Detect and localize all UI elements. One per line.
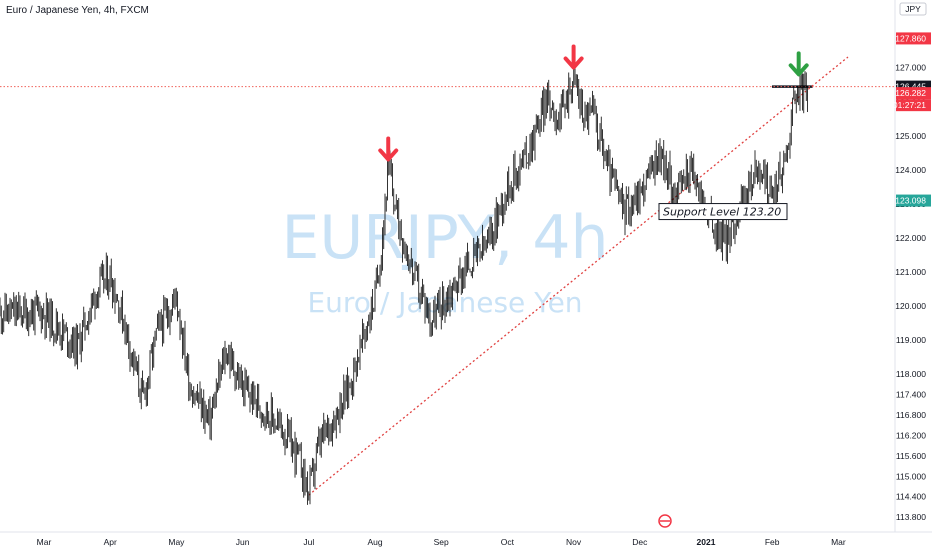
time-tick-label: Aug <box>367 537 382 547</box>
time-tick-label: 2021 <box>697 537 716 547</box>
price-tick-label: 117.400 <box>896 390 926 400</box>
chart-lines <box>0 56 895 496</box>
countdown-price-badge: 01:27:21 <box>893 99 931 112</box>
time-tick-label: Sep <box>434 537 449 547</box>
time-tick-label: Jun <box>236 537 250 547</box>
support-trendline[interactable] <box>308 56 849 496</box>
time-tick-label: Jul <box>303 537 314 547</box>
price-tick-labels: 127.000126.000125.000124.000123.000122.0… <box>895 63 926 522</box>
watermark-symbol: EURJPY, 4h <box>281 203 608 273</box>
time-tick-label: May <box>168 537 185 547</box>
price-badge-label: 126.282 <box>895 88 926 98</box>
price-tick-label: 114.400 <box>896 492 926 502</box>
price-tick-label: 121.000 <box>895 267 926 277</box>
price-tick-label: 113.800 <box>896 512 926 522</box>
time-tick-label: Dec <box>632 537 648 547</box>
price-tick-label: 127.000 <box>895 63 926 73</box>
annotation-text: Support Level 123.20 <box>663 206 781 219</box>
price-tick-label: 116.800 <box>896 410 926 420</box>
time-tick-label: Mar <box>831 537 846 547</box>
annotation-box <box>658 203 788 221</box>
candles <box>0 54 808 505</box>
price-tick-label: 115.600 <box>896 451 926 461</box>
current-price-badge: 126.282 <box>895 87 931 100</box>
price-tick-label: 118.000 <box>896 369 926 379</box>
time-tick-label: Apr <box>104 537 117 547</box>
price-tick-label: 115.000 <box>896 471 926 481</box>
time-tick-label: Feb <box>765 537 780 547</box>
time-axis[interactable]: Mar Apr May Jun Jul Aug Sep Oct Nov Dec 2021 Feb Mar <box>0 531 932 550</box>
price-tick-label: 122.000 <box>895 233 926 243</box>
stop-price-badge: 127.860 <box>895 32 931 45</box>
price-tick-label: 119.000 <box>896 335 926 345</box>
price-axis[interactable]: JPY 127.000126.000125.000124.000123.0001… <box>893 0 932 532</box>
time-tick-label: Mar <box>37 537 52 547</box>
target-price-badge: 123.098 <box>895 194 931 207</box>
price-badge-label: 126.445 <box>895 82 926 92</box>
chart-title: Euro / Japanese Yen, 4h, FXCM <box>6 5 149 16</box>
time-tick-label: Oct <box>501 537 515 547</box>
time-tick-labels: Mar Apr May Jun Jul Aug Sep Oct Nov Dec 2021 Feb Mar <box>37 537 846 547</box>
indicator-icon[interactable] <box>658 514 672 528</box>
time-tick-label: Nov <box>566 537 582 547</box>
price-badge-label: 127.860 <box>895 33 926 43</box>
signal-arrows <box>378 44 809 162</box>
arrow-down-icon <box>563 44 584 70</box>
price-tick-label: 120.000 <box>895 301 926 311</box>
price-tick-label: 125.000 <box>895 131 926 141</box>
arrow-down-icon <box>788 51 809 77</box>
price-badge-label: 01:27:21 <box>893 100 926 110</box>
price-tick-label: 116.200 <box>896 430 926 440</box>
support-level-annotation[interactable]: Support Level 123.20 <box>658 203 788 221</box>
price-tick-label: 124.000 <box>895 165 926 175</box>
arrow-down-icon <box>378 136 399 162</box>
price-badge-label: 123.098 <box>895 196 926 206</box>
currency-badge[interactable] <box>899 2 927 16</box>
currency-label: JPY <box>905 4 921 14</box>
